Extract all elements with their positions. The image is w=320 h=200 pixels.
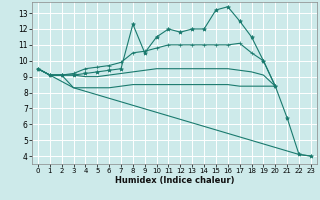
X-axis label: Humidex (Indice chaleur): Humidex (Indice chaleur): [115, 176, 234, 185]
